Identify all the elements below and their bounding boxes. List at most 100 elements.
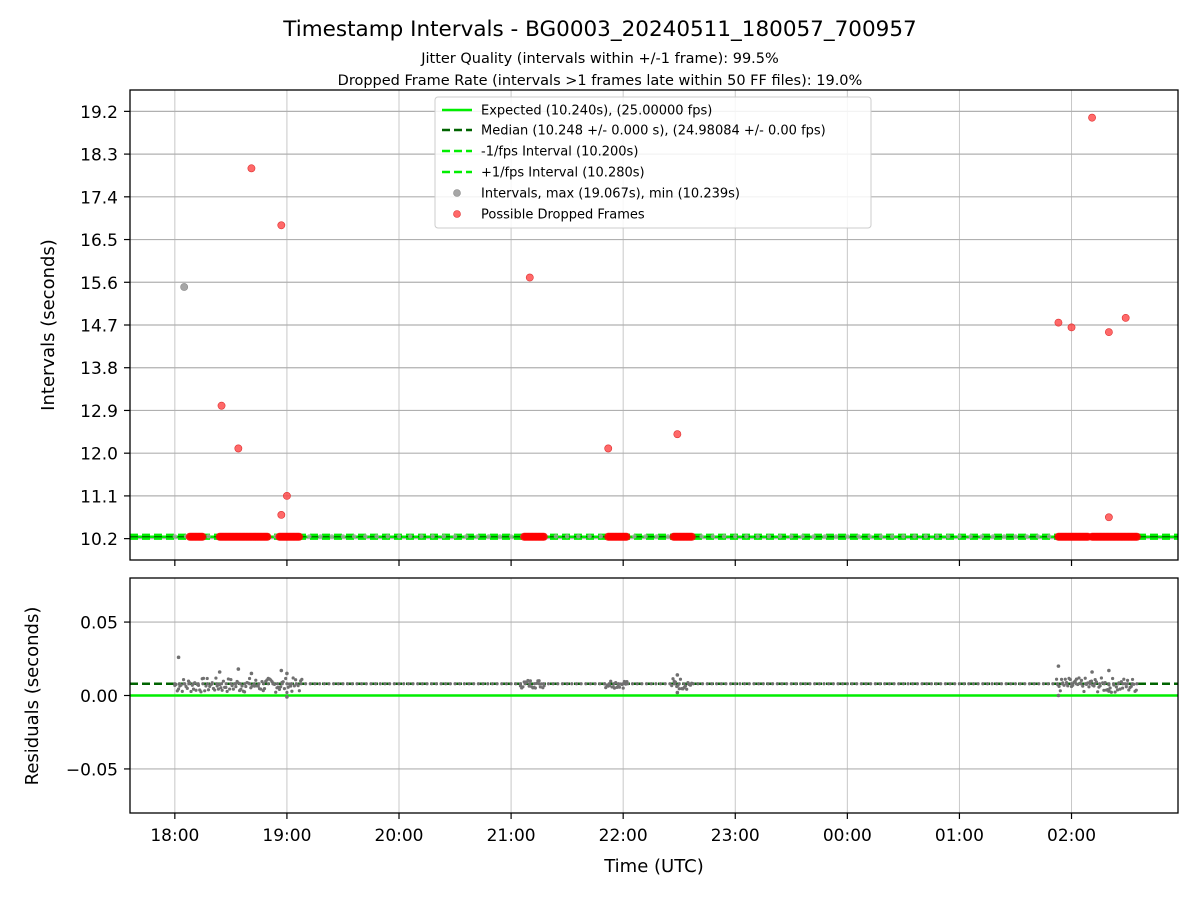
residual-cluster-4-point-5 [1061,681,1065,685]
top-ytick-label-4: 13.8 [80,359,118,379]
residual-cluster-3-point-11 [683,684,688,688]
residual-cluster-0-point-91 [286,685,290,689]
residual-point-125 [757,682,761,686]
residual-point-118 [724,682,728,686]
interval-point-70 [957,534,962,539]
residual-cluster-4-point-31 [1093,678,1097,682]
interval-point-25 [452,534,458,539]
residual-cluster-4-point-36 [1099,676,1104,680]
residual-cluster-4-point-21 [1081,684,1085,688]
residual-cluster-0-point-95 [291,676,295,680]
interval-point-71 [968,534,973,539]
residual-point-139 [822,682,826,686]
residual-point-103 [654,682,658,686]
residual-point-151 [878,682,882,686]
residual-cluster-2-point-17 [624,682,628,686]
residual-cluster-4-point-58 [1127,688,1131,692]
residual-point-172 [976,682,980,686]
xtick-label-5: 23:00 [711,826,760,846]
residual-cluster-4-point-62 [1132,682,1136,686]
residual-cluster-0-point-99 [296,684,300,688]
residual-point-28 [304,682,308,686]
residual-cluster-4-point-7 [1063,677,1067,681]
residual-cluster-0-point-67 [256,684,260,688]
interval-point-58 [822,534,828,539]
residual-outlier-10 [1056,693,1061,698]
residual-point-120 [733,682,737,686]
residual-cluster-3-point-5 [676,683,680,688]
residual-cluster-0-point-21 [199,690,203,694]
residual-outlier-12 [1107,668,1111,673]
interval-point-36 [576,534,581,539]
residual-point-35 [336,682,340,686]
residual-point-104 [658,682,663,686]
residual-cluster-4-point-48 [1114,685,1118,689]
residual-outlier-9 [1056,664,1061,668]
residual-point-186 [1041,682,1046,686]
residual-cluster-4-point-13 [1071,683,1075,687]
residual-point-112 [696,682,700,686]
residual-cluster-0-point-36 [218,682,222,687]
interval-point-17 [363,534,368,539]
residual-point-61 [458,682,462,686]
residual-cluster-2-point-11 [616,683,620,687]
interval-point-57 [811,534,816,539]
residual-point-119 [728,682,733,686]
residual-point-64 [472,682,476,686]
residual-cluster-1-point-13 [535,681,539,686]
residual-point-143 [841,682,845,686]
residual-cluster-0-point-85 [279,685,283,689]
residual-point-7 [205,682,210,686]
residual-cluster-4-point-54 [1122,677,1126,681]
interval-point-47 [699,534,704,539]
residual-point-164 [939,682,943,686]
residual-point-177 [999,682,1004,686]
residual-point-185 [1037,682,1041,686]
interval-point-63 [878,534,884,539]
residual-cluster-3-point-7 [678,677,683,681]
residual-cluster-0-point-88 [282,687,287,691]
dropped-cluster-3-point-14 [539,532,548,541]
residual-outlier-6 [285,695,289,699]
residual-cluster-2-point-14 [620,682,624,687]
xtick-label-6: 00:00 [823,826,872,846]
interval-point-67 [923,534,929,539]
residual-cluster-0-point-42 [225,689,229,693]
residual-cluster-1-point-17 [540,682,544,686]
top-ytick-label-7: 16.5 [80,231,118,251]
residual-point-55 [430,682,434,686]
residual-cluster-0-point-6 [180,689,184,694]
chart-subtitle-dropped: Dropped Frame Rate (intervals >1 frames … [338,73,863,89]
residual-point-196 [1088,682,1092,686]
residual-point-38 [350,682,354,686]
residual-cluster-0-point-3 [176,687,181,691]
top-ytick-label-6: 15.6 [80,274,118,294]
residual-cluster-4-point-3 [1058,689,1062,693]
residual-cluster-4-point-20 [1079,678,1084,682]
residual-point-37 [346,682,350,686]
residual-point-34 [332,682,336,686]
residual-cluster-2-point-8 [612,686,617,690]
residual-point-32 [322,682,326,686]
residual-cluster-1-point-6 [526,678,530,683]
interval-point-18 [374,534,379,539]
residual-cluster-4-point-43 [1108,686,1112,690]
residual-cluster-0-point-90 [285,690,289,695]
residual-cluster-4-point-33 [1096,690,1100,694]
residual-point-113 [700,682,705,686]
residual-point-83 [560,682,565,686]
residual-point-122 [743,682,747,686]
legend-box [434,96,872,229]
residual-cluster-0-point-33 [214,676,218,680]
residual-point-78 [537,682,541,686]
residual-point-141 [831,682,835,686]
residual-cluster-4-point-18 [1077,676,1081,680]
dropped-cluster-0-point-9 [198,532,207,541]
legend-entry-median: Median (10.248 +/- 0.000 s), (24.98084 +… [481,124,826,139]
interval-point-44 [665,534,671,539]
residual-point-30 [313,682,317,686]
dropped-frame-point-0 [217,401,226,410]
xtick-label-2: 20:00 [375,826,424,846]
residual-point-33 [327,682,331,686]
residual-outlier-3 [249,671,254,676]
